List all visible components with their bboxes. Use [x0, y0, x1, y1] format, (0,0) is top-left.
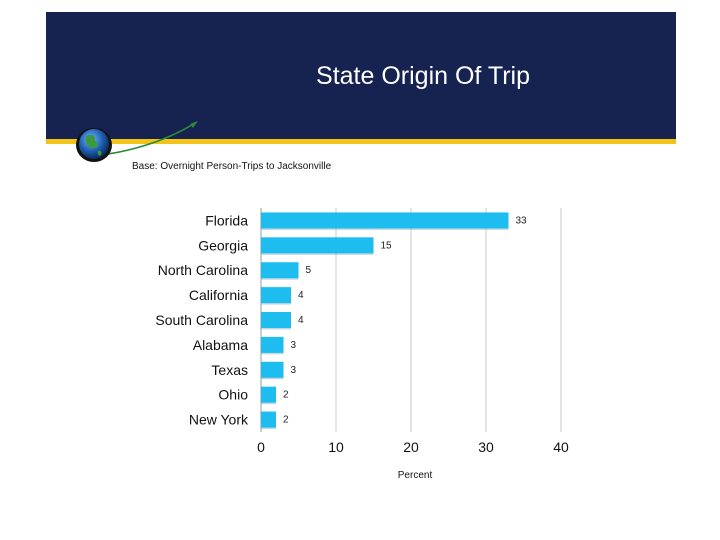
data-label: 4 — [298, 315, 304, 326]
category-label: Georgia — [198, 237, 248, 253]
x-tick-label: 40 — [553, 439, 569, 455]
category-label: Ohio — [218, 387, 248, 403]
bar — [261, 237, 374, 253]
category-label: New York — [189, 412, 249, 428]
category-label: South Carolina — [155, 312, 248, 328]
data-label: 3 — [291, 340, 297, 351]
data-label: 33 — [516, 215, 528, 226]
x-tick-label: 10 — [328, 439, 344, 455]
bar — [261, 262, 299, 278]
slide-title: State Origin Of Trip — [46, 62, 676, 91]
bar — [261, 287, 291, 303]
category-label: Alabama — [193, 337, 248, 353]
bar — [261, 412, 276, 428]
x-axis-title: Percent — [398, 470, 433, 481]
bar — [261, 312, 291, 328]
x-tick-label: 20 — [403, 439, 419, 455]
category-label: North Carolina — [158, 262, 248, 278]
bar — [261, 337, 284, 353]
data-label: 5 — [306, 265, 312, 276]
category-label: Texas — [211, 362, 248, 378]
category-label: California — [189, 287, 248, 303]
category-label: Florida — [205, 212, 248, 228]
bar — [261, 387, 276, 403]
x-tick-label: 30 — [478, 439, 494, 455]
x-tick-label: 0 — [257, 439, 265, 455]
chart-subtitle: Base: Overnight Person-Trips to Jacksonv… — [132, 161, 331, 172]
data-label: 2 — [283, 415, 289, 426]
bar — [261, 362, 284, 378]
data-label: 3 — [291, 365, 297, 376]
data-label: 4 — [298, 290, 304, 301]
data-label: 15 — [381, 240, 393, 251]
data-label: 2 — [283, 390, 289, 401]
bar — [261, 212, 509, 228]
